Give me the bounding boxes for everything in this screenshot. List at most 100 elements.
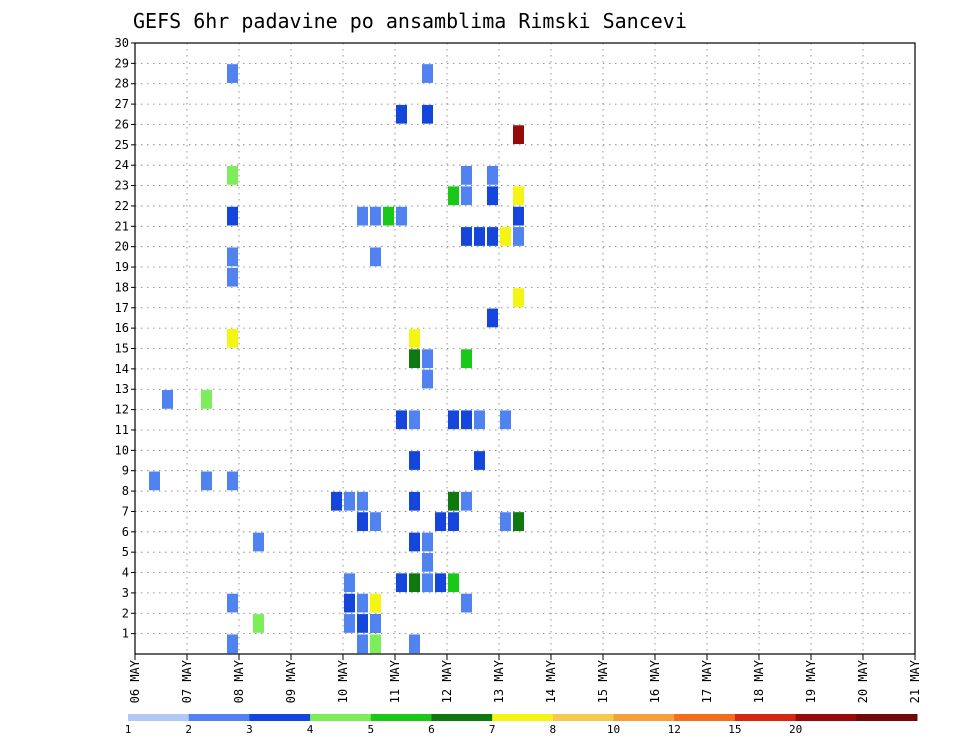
heatmap-cell <box>201 471 212 491</box>
y-tick-label: 3 <box>122 586 129 600</box>
heatmap-cell <box>253 532 264 552</box>
y-tick-label: 10 <box>115 443 129 457</box>
colorbar-label: 1 <box>125 723 132 736</box>
colorbar-swatch <box>188 714 250 721</box>
heatmap-cell <box>357 593 368 613</box>
heatmap-cell <box>422 349 433 369</box>
heatmap-cell <box>474 227 485 246</box>
heatmap-cell <box>513 125 524 145</box>
heatmap-cell <box>422 573 433 593</box>
heatmap-cell <box>357 206 368 226</box>
heatmap-cell <box>331 491 342 511</box>
heatmap-cell <box>409 349 420 369</box>
colorbar-swatch <box>734 714 797 721</box>
heatmap-cell <box>487 166 498 185</box>
colorbar-label: 6 <box>428 723 435 736</box>
x-tick-label: 11 MAY <box>388 659 402 703</box>
heatmap-cell <box>461 166 472 185</box>
heatmap-cell <box>513 186 524 206</box>
chart-title: GEFS 6hr padavine po ansamblima Rimski S… <box>133 9 687 33</box>
heatmap-cell <box>500 227 511 246</box>
x-tick-label: 18 MAY <box>752 659 766 703</box>
x-tick-label: 17 MAY <box>700 659 714 703</box>
heatmap-cell <box>500 410 511 430</box>
y-tick-label: 21 <box>115 219 129 233</box>
heatmap-cell <box>227 247 238 267</box>
heatmap-cell <box>513 206 524 226</box>
y-tick-label: 23 <box>115 179 129 193</box>
heatmap-cell <box>448 186 459 206</box>
heatmap-cell <box>344 593 355 613</box>
heatmap-cell <box>357 614 368 633</box>
heatmap-cell <box>227 166 238 185</box>
heatmap-cell <box>396 410 407 430</box>
y-tick-label: 14 <box>115 362 129 376</box>
x-tick-label: 15 MAY <box>596 659 610 703</box>
heatmap-cell <box>409 451 420 470</box>
heatmap-cell <box>422 369 433 389</box>
y-tick-label: 25 <box>115 138 129 152</box>
x-tick-label: 21 MAY <box>908 659 922 703</box>
colorbar-label: 20 <box>789 723 802 736</box>
heatmap-cell <box>357 491 368 511</box>
heatmap-cell <box>513 288 524 307</box>
colorbar-swatch <box>310 714 372 721</box>
heatmap-cell <box>396 104 407 124</box>
y-tick-label: 1 <box>122 627 129 641</box>
x-tick-label: 20 MAY <box>856 659 870 703</box>
heatmap-cell <box>461 186 472 206</box>
colorbar-swatch <box>674 714 736 721</box>
heatmap-cells <box>149 64 524 654</box>
x-tick-label: 14 MAY <box>544 659 558 703</box>
colorbar-label: 2 <box>185 723 192 736</box>
heatmap-cell <box>448 491 459 511</box>
plot-frame <box>134 42 916 655</box>
heatmap-cell <box>409 532 420 552</box>
y-tick-label: 5 <box>122 545 129 559</box>
colorbar-swatch <box>856 714 918 721</box>
colorbar-label: 15 <box>728 723 741 736</box>
y-tick-label: 24 <box>115 158 129 172</box>
heatmap-cell <box>227 593 238 613</box>
heatmap-cell <box>227 267 238 287</box>
heatmap-cell <box>227 634 238 654</box>
y-axis: 1234567891011121314151617181920212223242… <box>115 36 135 641</box>
y-tick-label: 26 <box>115 117 129 131</box>
colorbar-label: 8 <box>550 723 557 736</box>
heatmap-cell <box>227 64 238 83</box>
x-tick-label: 08 MAY <box>232 659 246 703</box>
heatmap-cell <box>344 614 355 633</box>
colorbar: 1 2 3 4 5 6 7 8 10 12 15 20 <box>125 714 918 736</box>
colorbar-swatch <box>552 714 615 721</box>
heatmap-cell <box>487 186 498 206</box>
heatmap-cell <box>357 634 368 654</box>
heatmap-cell <box>448 512 459 531</box>
colorbar-label: 5 <box>367 723 374 736</box>
y-tick-label: 18 <box>115 280 129 294</box>
colorbar-swatch <box>492 714 554 721</box>
heatmap-cell <box>227 206 238 226</box>
heatmap-cell <box>461 410 472 430</box>
x-tick-label: 19 MAY <box>804 659 818 703</box>
heatmap-cell <box>461 593 472 613</box>
heatmap-cell <box>227 328 238 348</box>
heatmap-cell <box>422 64 433 83</box>
heatmap-cell <box>396 573 407 593</box>
heatmap-cell <box>227 471 238 491</box>
y-tick-label: 27 <box>115 97 129 111</box>
y-tick-label: 29 <box>115 56 129 70</box>
x-tick-label: 09 MAY <box>284 659 298 703</box>
x-tick-label: 12 MAY <box>440 659 454 703</box>
heatmap-cell <box>513 512 524 531</box>
heatmap-cell <box>487 308 498 328</box>
heatmap-cell <box>409 328 420 348</box>
x-tick-label: 07 MAY <box>180 659 194 703</box>
heatmap-cell <box>253 614 264 633</box>
heatmap-cell <box>370 593 381 613</box>
heatmap-cell <box>344 491 355 511</box>
heatmap-cell <box>461 349 472 369</box>
heatmap-cell <box>370 614 381 633</box>
heatmap-cell <box>435 512 446 531</box>
heatmap-cell <box>370 634 381 654</box>
x-tick-label: 16 MAY <box>648 659 662 703</box>
